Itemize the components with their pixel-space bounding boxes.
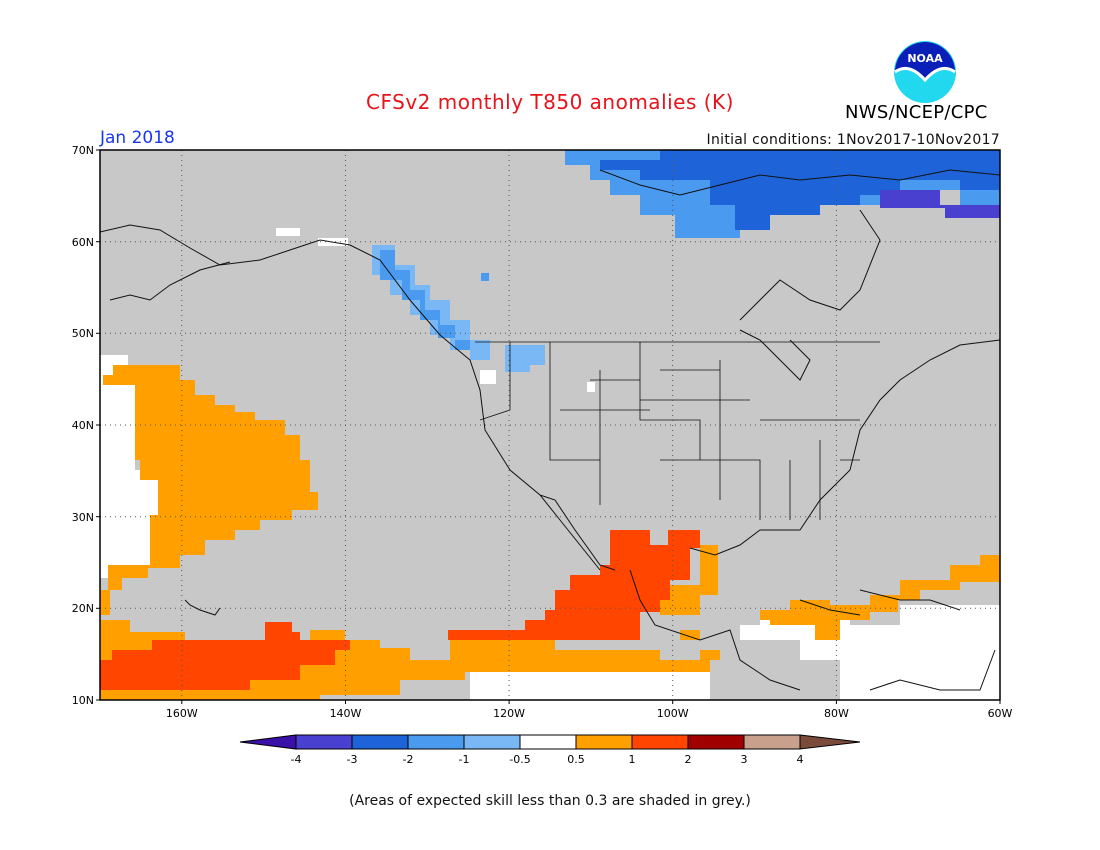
coastlines [99, 169, 1001, 691]
lat-label: 70N [72, 144, 94, 157]
svg-text:NOAA: NOAA [907, 52, 943, 65]
agency-label: NWS/NCEP/CPC [845, 102, 988, 123]
forecast-month-label: Jan 2018 [100, 128, 175, 148]
lat-label: 50N [72, 327, 94, 340]
skill-footnote: (Areas of expected skill less than 0.3 a… [349, 793, 751, 809]
graticule [100, 150, 1000, 700]
colorbar-tick-label: 2 [685, 753, 692, 766]
lon-label: 60W [988, 707, 1013, 720]
lat-label: 10N [72, 694, 94, 707]
cool-anomaly-areas [372, 150, 1000, 372]
colorbar [239, 734, 861, 750]
lon-label: 80W [824, 707, 849, 720]
longitude-ticks [181, 700, 1001, 704]
neutral-areas [100, 228, 1000, 700]
colorbar-segment [463, 734, 521, 750]
longitude-labels: 160W 140W 120W 100W 80W 60W [166, 707, 1013, 720]
colorbar-segment [407, 734, 465, 750]
initial-conditions-label: Initial conditions: 1Nov2017-10Nov2017 [706, 132, 1000, 148]
colorbar-segment [239, 734, 297, 750]
latitude-labels: 10N 20N 30N 40N 50N 60N 70N [72, 144, 94, 707]
state-borders [475, 341, 880, 520]
chart-title: CFSv2 monthly T850 anomalies (K) [366, 90, 734, 114]
colorbar-tick-label: -4 [291, 753, 302, 766]
colorbar-tick-label: 0.5 [567, 753, 585, 766]
noaa-logo-icon: NOAA [894, 41, 956, 103]
colorbar-labels: -4 -3 -2 -1 -0.5 0.5 1 2 3 4 [291, 753, 804, 766]
lat-label: 30N [72, 511, 94, 524]
lat-label: 40N [72, 419, 94, 432]
colorbar-segment [519, 734, 577, 750]
colorbar-tick-label: 1 [629, 753, 636, 766]
colorbar-segment [743, 734, 801, 750]
colorbar-tick-label: -0.5 [509, 753, 530, 766]
lon-label: 160W [166, 707, 198, 720]
colorbar-tick-label: 3 [741, 753, 748, 766]
colorbar-segment [575, 734, 633, 750]
colorbar-tick-label: 4 [797, 753, 804, 766]
latitude-ticks [96, 149, 100, 701]
lat-label: 20N [72, 602, 94, 615]
warm-anomaly-areas-2k [100, 530, 700, 690]
colorbar-segment [351, 734, 409, 750]
colorbar-segment [631, 734, 689, 750]
colorbar-segment [799, 734, 861, 750]
colorbar-tick-label: -3 [347, 753, 358, 766]
colorbar-segment [295, 734, 353, 750]
lon-label: 140W [330, 707, 362, 720]
colorbar-segment [687, 734, 745, 750]
colorbar-tick-label: -1 [459, 753, 470, 766]
colorbar-tick-label: -2 [403, 753, 414, 766]
lat-label: 60N [72, 236, 94, 249]
lon-label: 100W [657, 707, 689, 720]
lon-label: 120W [493, 707, 525, 720]
